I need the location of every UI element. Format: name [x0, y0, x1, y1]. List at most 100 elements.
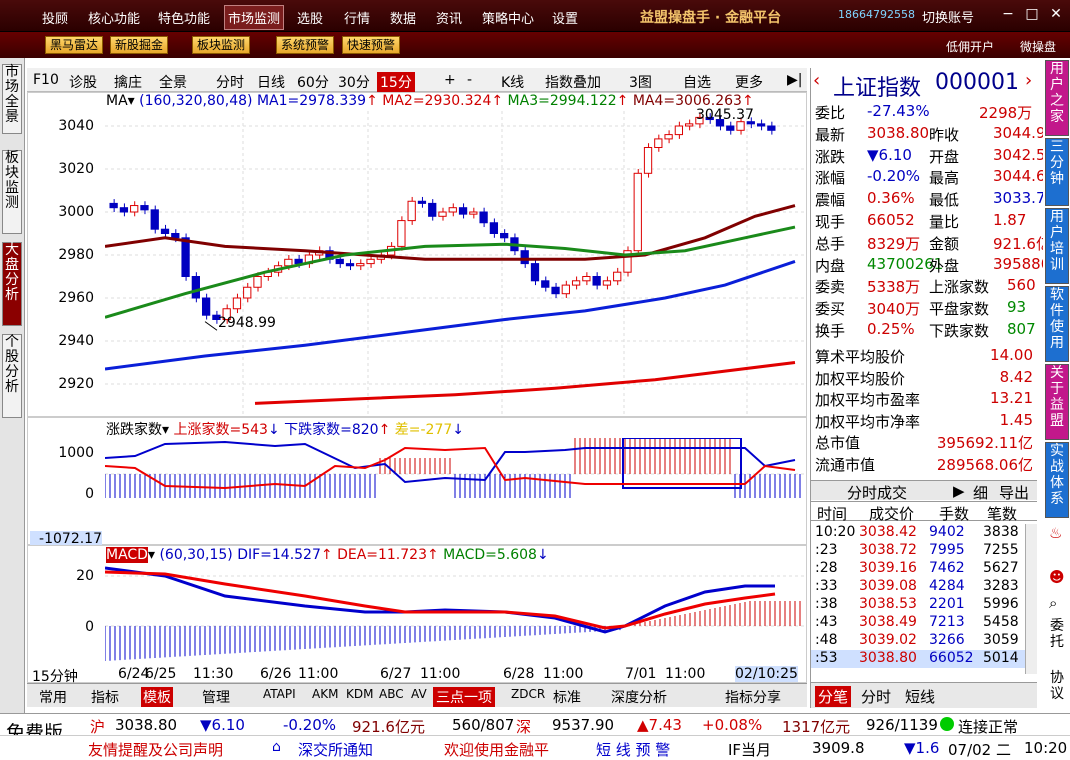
trade-row[interactable]: :43 3038.49 7213 5458: [811, 614, 1025, 632]
tab-three-minutes[interactable]: 三分钟: [1045, 138, 1069, 206]
low-fee-account-link[interactable]: 低佣开户: [946, 40, 995, 54]
quote-label: 平盘家数: [929, 300, 990, 319]
tab-indicator-share[interactable]: 指标分享: [725, 690, 781, 706]
dark-horse-radar-button[interactable]: 黑马雷达: [45, 36, 104, 54]
tab-tick-trades[interactable]: 分时成交: [847, 484, 908, 502]
trade-scrollbar[interactable]: [1025, 524, 1037, 674]
candle-body: [602, 280, 612, 286]
next-index-icon[interactable]: ›: [1025, 70, 1033, 91]
tab-kdm[interactable]: KDM: [346, 687, 374, 701]
menu-stock-pick[interactable]: 选股: [297, 12, 324, 27]
tab-template[interactable]: 模板: [141, 687, 173, 707]
candlestick-chart[interactable]: [105, 111, 805, 416]
menu-feature[interactable]: 特色功能: [158, 12, 211, 27]
tab-about[interactable]: 关于益盟: [1045, 364, 1069, 440]
trade-row[interactable]: :28 3039.16 7462 5627: [811, 560, 1025, 578]
three-chart-dropdown[interactable]: 3图: [629, 75, 652, 91]
tab-av[interactable]: AV: [411, 687, 427, 701]
more-dropdown[interactable]: 更多: [735, 75, 763, 91]
adl-label[interactable]: 涨跌家数: [106, 422, 162, 438]
tab-practice-system[interactable]: 实战体系: [1045, 442, 1069, 518]
export-button[interactable]: 导出: [999, 484, 1030, 502]
tab-user-home[interactable]: 用户之家: [1045, 60, 1069, 136]
tab-abc[interactable]: ABC: [379, 687, 404, 701]
menu-advisor[interactable]: 投顾: [42, 12, 69, 27]
szse-notice-link[interactable]: 深交所通知: [298, 741, 374, 759]
tab-intraday[interactable]: 分时: [861, 688, 892, 706]
zhuang-button[interactable]: 擒庄: [114, 75, 142, 91]
tab-standard[interactable]: 标准: [553, 690, 581, 706]
person-icon[interactable]: ☻: [1049, 568, 1065, 586]
home-icon[interactable]: ⌂: [272, 739, 281, 755]
15min-button[interactable]: 15分: [377, 72, 415, 92]
intraday-button[interactable]: 分时: [216, 75, 244, 91]
menu-data[interactable]: 数据: [390, 12, 417, 27]
diagnose-button[interactable]: 诊股: [69, 75, 97, 91]
zoom-in-button[interactable]: +: [444, 72, 456, 88]
micro-trading-link[interactable]: 微操盘: [1020, 40, 1057, 54]
tab-market-analysis[interactable]: 大盘分析: [2, 242, 22, 326]
menu-market-monitor[interactable]: 市场监测: [224, 5, 285, 30]
macd-label[interactable]: MACD: [106, 547, 148, 563]
trade-row[interactable]: :38 3038.53 2201 5996: [811, 596, 1025, 614]
ipo-mining-button[interactable]: 新股掘金: [110, 36, 169, 54]
menu-core[interactable]: 核心功能: [88, 12, 141, 27]
tab-market-overview[interactable]: 市场全景: [2, 64, 22, 134]
trade-row[interactable]: 10:20 3038.42 9402 3838: [811, 524, 1025, 542]
daily-button[interactable]: 日线: [257, 75, 285, 91]
watchlist-dropdown[interactable]: 自选: [683, 75, 711, 91]
tab-ticks[interactable]: 分笔: [815, 686, 852, 707]
trade-row[interactable]: :48 3039.02 3266 3059: [811, 632, 1025, 650]
zoom-out-button[interactable]: -: [467, 72, 473, 88]
tab-atapi[interactable]: ATAPI: [263, 687, 296, 701]
disclaimer-link[interactable]: 友情提醒及公司声明: [88, 741, 224, 759]
flame-icon[interactable]: ♨: [1049, 524, 1063, 542]
tab-entrust[interactable]: 委托: [1045, 618, 1069, 658]
switch-account-link[interactable]: 切换账号: [922, 11, 975, 26]
detail-button[interactable]: 细: [973, 484, 989, 502]
menu-news[interactable]: 资讯: [436, 12, 463, 27]
f10-button[interactable]: F10: [33, 72, 59, 88]
tab-akm[interactable]: AKM: [312, 687, 339, 701]
tab-three-point[interactable]: 三点一项: [433, 687, 495, 707]
ma-label[interactable]: MA: [106, 93, 128, 109]
quick-alert-button[interactable]: 快速预警: [342, 36, 401, 54]
tab-user-training[interactable]: 用户培训: [1045, 208, 1069, 284]
period-label[interactable]: 15分钟: [32, 669, 78, 685]
tab-sector-monitor[interactable]: 板块监测: [2, 150, 22, 234]
tab-stock-analysis[interactable]: 个股分析: [2, 334, 22, 418]
prev-index-icon[interactable]: ‹: [813, 70, 821, 91]
sector-monitor-button[interactable]: 板块监测: [192, 36, 251, 54]
tab-shortline[interactable]: 短线: [905, 688, 936, 706]
collapse-icon[interactable]: ▶|: [787, 72, 803, 88]
trade-count: 5996: [983, 596, 1019, 612]
tab-deep-analysis[interactable]: 深度分析: [611, 690, 667, 706]
advance-decline-chart[interactable]: [105, 438, 805, 544]
30min-button[interactable]: 30分: [338, 75, 370, 91]
menu-settings[interactable]: 设置: [552, 12, 579, 27]
arrow-right-icon[interactable]: ▶: [953, 482, 965, 500]
tab-manage[interactable]: 管理: [202, 690, 230, 706]
close-icon[interactable]: ✕: [1050, 6, 1062, 22]
kline-dropdown[interactable]: K线: [501, 75, 525, 91]
tab-software-usage[interactable]: 软件使用: [1045, 286, 1069, 362]
system-alert-button[interactable]: 系统预警: [276, 36, 335, 54]
macd-chart[interactable]: [105, 566, 805, 666]
search-icon[interactable]: ⌕: [1049, 594, 1058, 612]
maximize-icon[interactable]: □: [1025, 6, 1039, 22]
minimize-icon[interactable]: −: [1002, 6, 1014, 22]
trade-row[interactable]: :33 3039.08 4284 3283: [811, 578, 1025, 596]
trade-row[interactable]: :53 3038.80 66052 5014: [811, 650, 1025, 668]
tab-common[interactable]: 常用: [39, 690, 67, 706]
panorama-button[interactable]: 全景: [159, 75, 187, 91]
short-alert-link[interactable]: 短 线 预 警: [596, 741, 671, 759]
quote-value: 921.6亿: [993, 234, 1051, 253]
menu-strategy[interactable]: 策略中心: [482, 12, 535, 27]
menu-quotes[interactable]: 行情: [344, 12, 371, 27]
60min-button[interactable]: 60分: [297, 75, 329, 91]
index-overlay-dropdown[interactable]: 指数叠加: [545, 75, 601, 91]
trade-row[interactable]: :23 3038.72 7995 7255: [811, 542, 1025, 560]
tab-agreement[interactable]: 协议: [1045, 670, 1069, 710]
tab-zdcr[interactable]: ZDCR: [511, 687, 546, 701]
tab-indicator[interactable]: 指标: [91, 690, 119, 706]
